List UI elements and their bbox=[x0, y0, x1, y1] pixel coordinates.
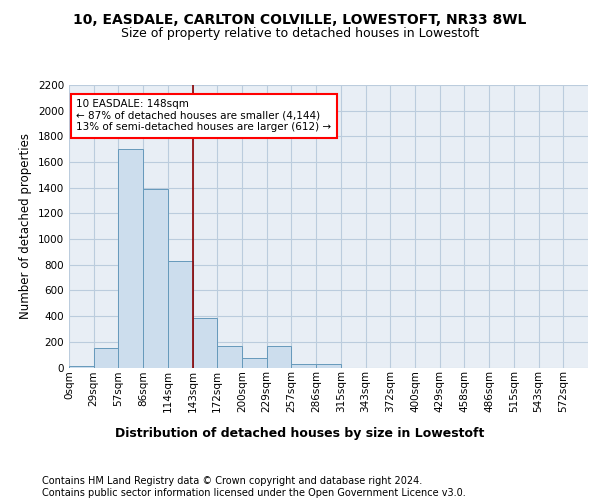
Y-axis label: Number of detached properties: Number of detached properties bbox=[19, 133, 32, 320]
Bar bbox=[69, 366, 94, 368]
Text: 10 EASDALE: 148sqm
← 87% of detached houses are smaller (4,144)
13% of semi-deta: 10 EASDALE: 148sqm ← 87% of detached hou… bbox=[76, 99, 332, 132]
Text: Distribution of detached houses by size in Lowestoft: Distribution of detached houses by size … bbox=[115, 428, 485, 440]
Text: Contains HM Land Registry data © Crown copyright and database right 2024.
Contai: Contains HM Land Registry data © Crown c… bbox=[42, 476, 466, 498]
Text: Size of property relative to detached houses in Lowestoft: Size of property relative to detached ho… bbox=[121, 28, 479, 40]
Bar bbox=[168, 261, 193, 368]
Bar bbox=[267, 346, 292, 368]
Bar bbox=[193, 318, 217, 368]
Bar bbox=[94, 348, 118, 368]
Bar bbox=[217, 346, 242, 368]
Bar bbox=[292, 364, 316, 368]
Text: 10, EASDALE, CARLTON COLVILLE, LOWESTOFT, NR33 8WL: 10, EASDALE, CARLTON COLVILLE, LOWESTOFT… bbox=[73, 12, 527, 26]
Bar bbox=[316, 364, 341, 368]
Bar bbox=[143, 189, 168, 368]
Bar bbox=[118, 149, 143, 368]
Bar bbox=[242, 358, 267, 368]
